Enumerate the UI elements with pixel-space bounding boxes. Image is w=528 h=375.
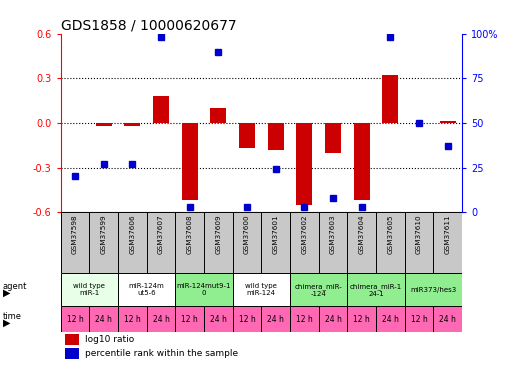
- Text: GSM37603: GSM37603: [330, 214, 336, 254]
- Bar: [382, 75, 398, 123]
- Text: GSM37611: GSM37611: [445, 214, 451, 254]
- Bar: [347, 306, 376, 332]
- Bar: [182, 123, 197, 200]
- Bar: [96, 123, 111, 126]
- Bar: [290, 273, 347, 306]
- Bar: [239, 123, 255, 148]
- Text: GSM37598: GSM37598: [72, 214, 78, 254]
- Text: 12 h: 12 h: [181, 315, 198, 324]
- Text: GSM37599: GSM37599: [101, 214, 107, 254]
- Bar: [319, 306, 347, 332]
- Bar: [268, 123, 284, 150]
- Bar: [61, 273, 118, 306]
- Text: time: time: [3, 312, 22, 321]
- Text: 12 h: 12 h: [67, 315, 83, 324]
- Text: miR-124m
ut5-6: miR-124m ut5-6: [129, 284, 165, 296]
- Bar: [118, 306, 147, 332]
- Text: miR-124mut9-1
0: miR-124mut9-1 0: [177, 284, 231, 296]
- Text: 12 h: 12 h: [411, 315, 427, 324]
- Bar: [125, 123, 140, 126]
- Bar: [61, 306, 89, 332]
- Text: 24 h: 24 h: [382, 315, 399, 324]
- Bar: [347, 273, 404, 306]
- Bar: [204, 306, 233, 332]
- Bar: [404, 273, 462, 306]
- Text: ▶: ▶: [3, 318, 10, 327]
- Text: GSM37604: GSM37604: [359, 214, 365, 254]
- Bar: [175, 306, 204, 332]
- Text: 24 h: 24 h: [439, 315, 456, 324]
- Text: percentile rank within the sample: percentile rank within the sample: [85, 349, 238, 358]
- Text: chimera_miR-1
24-1: chimera_miR-1 24-1: [350, 283, 402, 297]
- Text: GSM37608: GSM37608: [187, 214, 193, 254]
- Text: agent: agent: [3, 282, 27, 291]
- Bar: [65, 334, 79, 345]
- Text: GSM37605: GSM37605: [388, 214, 393, 254]
- Bar: [153, 96, 169, 123]
- Bar: [211, 108, 226, 123]
- Text: 12 h: 12 h: [239, 315, 256, 324]
- Text: ▶: ▶: [3, 288, 10, 297]
- Bar: [297, 123, 312, 205]
- Text: GSM37600: GSM37600: [244, 214, 250, 254]
- Text: GSM37609: GSM37609: [215, 214, 221, 254]
- Text: log10 ratio: log10 ratio: [85, 335, 134, 344]
- Text: GSM37602: GSM37602: [301, 214, 307, 254]
- Bar: [65, 348, 79, 358]
- Text: 24 h: 24 h: [95, 315, 112, 324]
- Text: chimera_miR-
-124: chimera_miR- -124: [295, 283, 343, 297]
- Text: 12 h: 12 h: [353, 315, 370, 324]
- Bar: [147, 306, 175, 332]
- Bar: [404, 306, 433, 332]
- Bar: [261, 306, 290, 332]
- Text: 24 h: 24 h: [210, 315, 227, 324]
- Bar: [118, 273, 175, 306]
- Text: 12 h: 12 h: [296, 315, 313, 324]
- Bar: [354, 123, 370, 200]
- Text: GSM37601: GSM37601: [272, 214, 279, 254]
- Text: GDS1858 / 10000620677: GDS1858 / 10000620677: [61, 19, 237, 33]
- Bar: [376, 306, 404, 332]
- Text: wild type
miR-124: wild type miR-124: [246, 284, 277, 296]
- Bar: [175, 273, 233, 306]
- Bar: [440, 122, 456, 123]
- Bar: [290, 306, 319, 332]
- Text: miR373/hes3: miR373/hes3: [410, 287, 457, 293]
- Text: GSM37610: GSM37610: [416, 214, 422, 254]
- Text: GSM37606: GSM37606: [129, 214, 135, 254]
- Text: 24 h: 24 h: [267, 315, 284, 324]
- Text: 24 h: 24 h: [153, 315, 169, 324]
- Text: 12 h: 12 h: [124, 315, 141, 324]
- Text: 24 h: 24 h: [325, 315, 342, 324]
- Bar: [89, 306, 118, 332]
- Bar: [233, 273, 290, 306]
- Bar: [233, 306, 261, 332]
- Bar: [325, 123, 341, 153]
- Bar: [433, 306, 462, 332]
- Text: GSM37607: GSM37607: [158, 214, 164, 254]
- Text: wild type
miR-1: wild type miR-1: [73, 284, 105, 296]
